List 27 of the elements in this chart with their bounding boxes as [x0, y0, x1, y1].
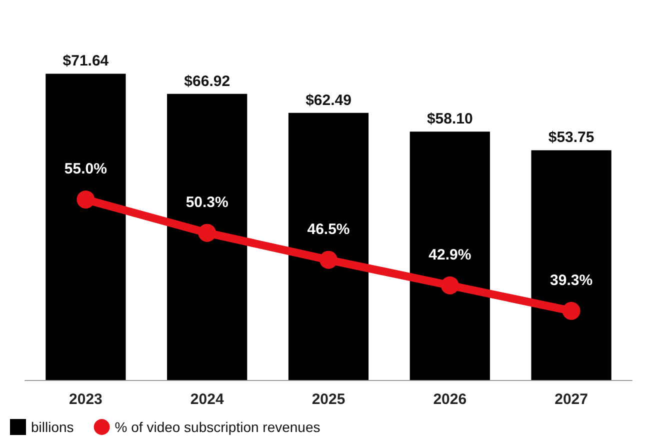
bar	[46, 74, 126, 380]
data-label: 39.3%	[550, 272, 593, 289]
x-tick-label: 2026	[433, 391, 467, 408]
data-label: 50.3%	[186, 194, 228, 211]
x-tick-label: 2027	[554, 391, 588, 408]
point	[320, 250, 338, 269]
data-label: $53.75	[548, 129, 594, 146]
bar	[531, 150, 612, 380]
bar	[167, 94, 248, 380]
bar	[288, 112, 369, 380]
x-tick-label: 2025	[312, 391, 346, 408]
point	[76, 190, 95, 209]
x-tick-label: 2023	[69, 391, 102, 408]
point	[198, 224, 216, 242]
point	[562, 302, 580, 320]
legend-label: billions	[31, 419, 74, 435]
data-label: $71.64	[62, 52, 110, 70]
point	[440, 276, 459, 294]
data-label: 46.5%	[307, 220, 350, 238]
data-label: $58.10	[426, 110, 473, 128]
data-label: 42.9%	[428, 246, 472, 264]
x-tick-label: 2024	[190, 391, 224, 408]
data-label: $62.49	[306, 92, 352, 109]
data-label: 55.0%	[64, 160, 107, 178]
legend-label: % of video subscription revenues	[114, 419, 320, 435]
bar	[410, 132, 490, 380]
data-label: $66.92	[184, 72, 230, 90]
